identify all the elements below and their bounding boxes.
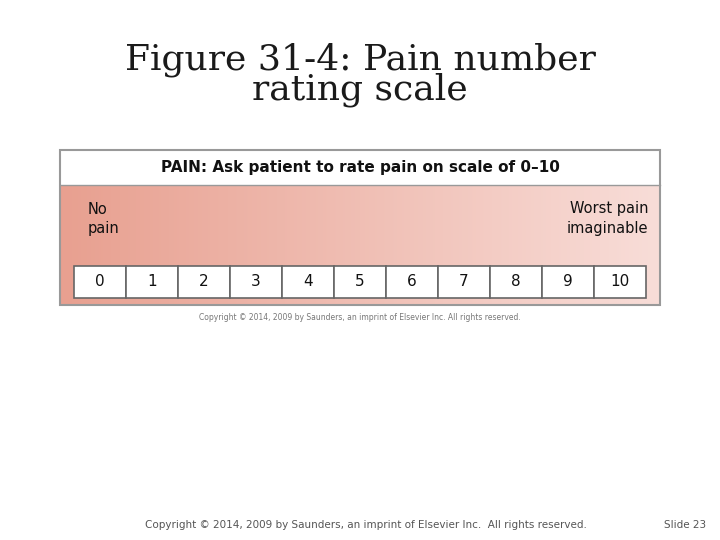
Text: 4: 4 xyxy=(303,274,312,289)
Bar xyxy=(490,266,542,298)
Text: 3: 3 xyxy=(251,274,261,289)
Text: Copyright © 2014, 2009 by Saunders, an imprint of Elsevier Inc. All rights reser: Copyright © 2014, 2009 by Saunders, an i… xyxy=(199,313,521,322)
Bar xyxy=(178,266,230,298)
Text: 1: 1 xyxy=(147,274,157,289)
Text: 5: 5 xyxy=(355,274,365,289)
Bar xyxy=(230,266,282,298)
Bar xyxy=(60,150,660,305)
Text: Copyright © 2014, 2009 by Saunders, an imprint of Elsevier Inc.  All rights rese: Copyright © 2014, 2009 by Saunders, an i… xyxy=(145,520,587,530)
Bar xyxy=(542,266,594,298)
Text: 7: 7 xyxy=(459,274,469,289)
Bar xyxy=(438,266,490,298)
Bar xyxy=(126,266,178,298)
Text: 2: 2 xyxy=(199,274,209,289)
Text: No
pain: No pain xyxy=(88,201,120,235)
Text: Slide 23: Slide 23 xyxy=(664,520,706,530)
Text: 10: 10 xyxy=(611,274,629,289)
Text: 0: 0 xyxy=(95,274,105,289)
Bar xyxy=(282,266,334,298)
Text: Figure 31-4: Pain number: Figure 31-4: Pain number xyxy=(125,43,595,77)
Bar xyxy=(386,266,438,298)
Text: 9: 9 xyxy=(563,274,573,289)
Text: 8: 8 xyxy=(511,274,521,289)
Bar xyxy=(594,266,646,298)
Text: rating scale: rating scale xyxy=(252,73,468,107)
Text: 6: 6 xyxy=(407,274,417,289)
Bar xyxy=(334,266,386,298)
Text: PAIN: Ask patient to rate pain on scale of 0–10: PAIN: Ask patient to rate pain on scale … xyxy=(161,160,559,175)
Bar xyxy=(74,266,126,298)
Bar xyxy=(60,150,660,185)
Text: Worst pain
imaginable: Worst pain imaginable xyxy=(567,201,648,235)
